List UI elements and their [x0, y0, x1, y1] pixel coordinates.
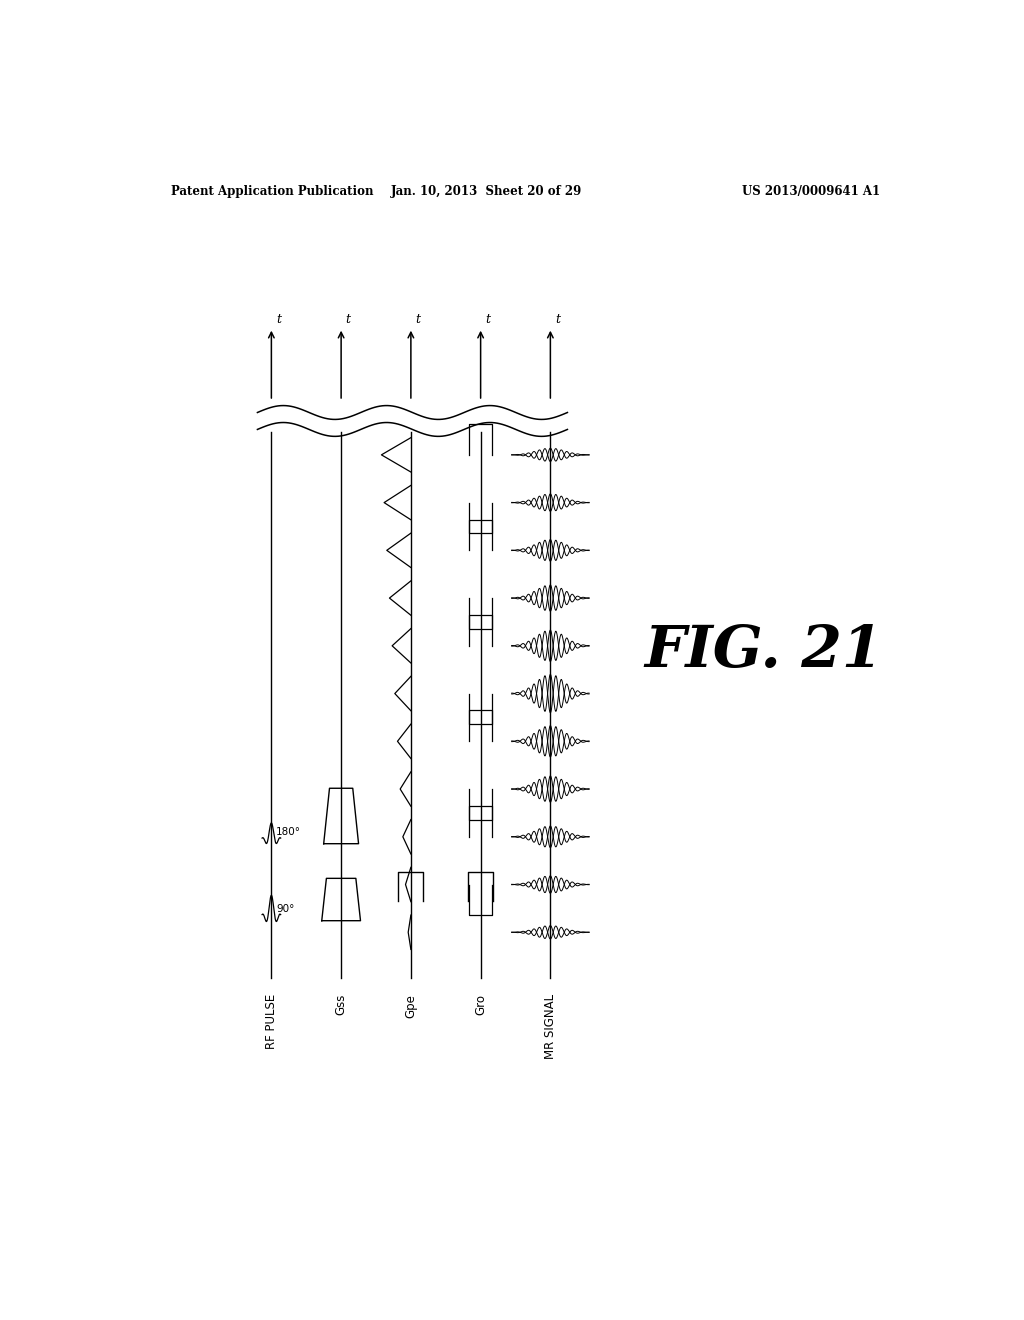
Text: t: t	[346, 313, 351, 326]
Text: t: t	[416, 313, 421, 326]
Text: t: t	[276, 313, 281, 326]
Text: RF PULSE: RF PULSE	[265, 994, 278, 1049]
Text: t: t	[485, 313, 490, 326]
Text: 180°: 180°	[276, 826, 301, 837]
Text: US 2013/0009641 A1: US 2013/0009641 A1	[741, 185, 880, 198]
Text: 90°: 90°	[276, 904, 295, 913]
Text: Gro: Gro	[474, 994, 487, 1015]
Text: MR SIGNAL: MR SIGNAL	[544, 994, 557, 1059]
Text: FIG. 21: FIG. 21	[644, 623, 883, 680]
Text: Gss: Gss	[335, 994, 347, 1015]
Text: Jan. 10, 2013  Sheet 20 of 29: Jan. 10, 2013 Sheet 20 of 29	[390, 185, 582, 198]
Text: Patent Application Publication: Patent Application Publication	[171, 185, 373, 198]
Text: t: t	[555, 313, 560, 326]
Text: Gpe: Gpe	[404, 994, 418, 1018]
